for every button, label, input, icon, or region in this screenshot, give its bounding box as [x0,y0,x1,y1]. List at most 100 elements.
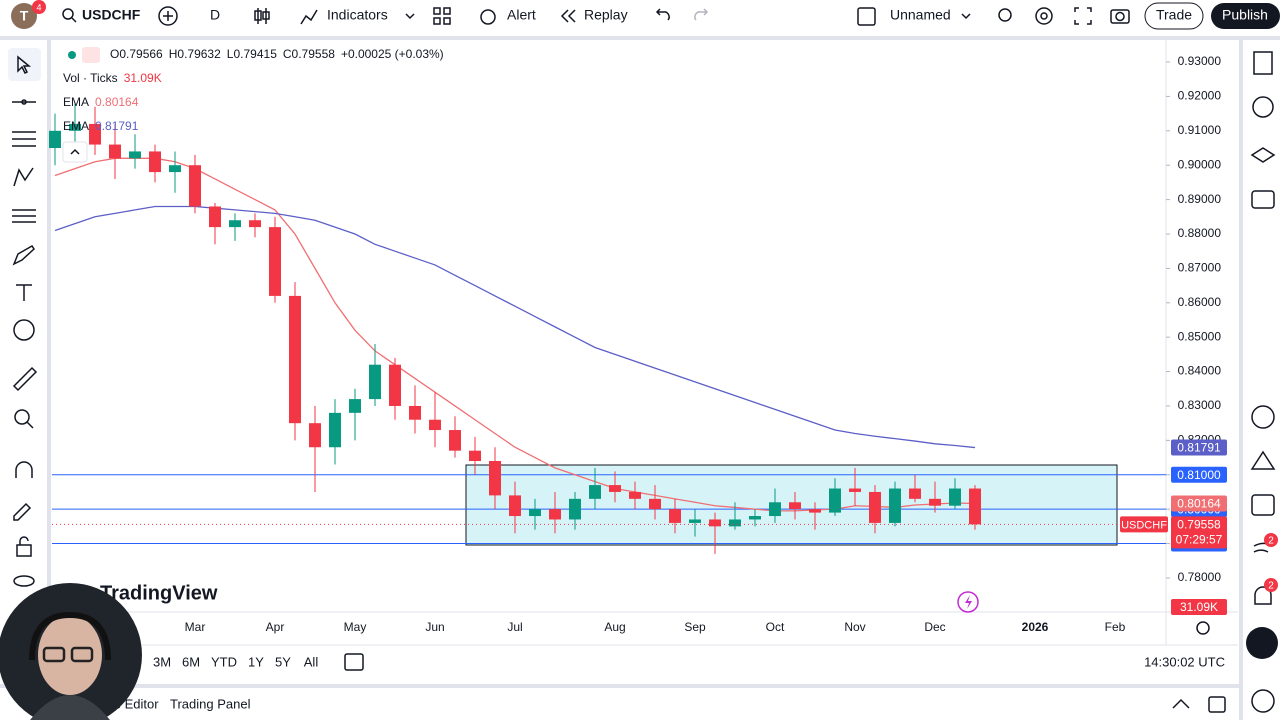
candle-body [369,364,381,400]
event-icon [965,595,972,609]
x-tick-label: 2026 [1022,620,1049,634]
alerts-panel[interactable] [1252,96,1274,118]
badge-count: 4 [36,2,41,12]
candle-body [829,488,841,513]
collapse-icon [70,148,80,155]
change: +0.00025 (+0.03%) [341,47,444,61]
event-icon[interactable] [957,591,979,613]
ema-line [54,157,976,512]
collapse-legend[interactable] [62,141,88,163]
data-window[interactable] [1250,147,1276,163]
magnet-tool[interactable] [15,461,33,478]
x-tick-label: Nov [844,620,865,634]
calendar[interactable] [1250,450,1276,470]
plot: 0.93000 0.92000 0.91000 0.90000 0.89000 0.880… [49,54,1227,634]
range-button[interactable]: 6M [182,654,200,669]
pattern-tool[interactable] [13,167,34,187]
dropdown[interactable] [961,13,971,20]
publish-button[interactable] [1211,3,1280,29]
layout-name[interactable]: Unnamed [890,7,951,23]
x-tick-label: Feb [1105,620,1126,634]
layout-checkbox[interactable] [857,7,876,26]
x-tick-label: Jun [425,620,444,634]
events[interactable] [1251,494,1275,516]
x-tick-label: Oct [766,620,785,634]
trade-button[interactable] [1144,2,1204,30]
replay[interactable]: Replay [584,7,628,23]
range-button[interactable]: YTD [211,654,237,669]
prediction-tool[interactable] [12,209,36,223]
indicators[interactable]: Indicators [327,7,388,23]
ohlc-label: L [227,47,234,61]
lock-tool [19,536,29,545]
redo[interactable] [694,8,709,21]
candle-body [209,206,221,228]
range-button[interactable]: 3M [153,654,171,669]
snapshot[interactable] [1110,9,1130,24]
add-symbol [163,11,173,21]
range-button[interactable]: 5Y [275,654,291,669]
volume-badge-label: 31.09K [1180,600,1218,614]
candle-body [89,123,101,145]
watchlist[interactable] [1253,51,1273,75]
date-range[interactable] [344,653,364,671]
interval[interactable]: D [210,7,220,23]
ohlc-value: 0.79558 [292,47,336,61]
templates [433,17,441,25]
quick-search[interactable] [998,8,1012,22]
y-tick-label: 0.88000 [1178,226,1222,240]
range-bar: 3M 6M YTD 1Y 5Y All [153,654,318,669]
fullscreen[interactable] [1074,7,1092,25]
notifications[interactable] [1254,586,1272,605]
panel-tab[interactable]: Trading Panel [170,696,251,711]
countdown: 07:29:57 [1176,533,1223,547]
y-tick-label: 0.87000 [1178,261,1222,275]
lock-drawing[interactable] [13,502,32,521]
line-tool [21,99,27,105]
alert-icon [480,9,496,25]
y-tick-label: 0.78000 [1178,570,1222,584]
dropdown[interactable] [405,13,415,20]
alert[interactable]: Alert [507,7,536,23]
hide-tool[interactable] [13,575,35,587]
symbol[interactable]: USDCHF [82,7,141,23]
expand-panel[interactable] [1172,698,1190,709]
brush-tool[interactable] [12,245,35,266]
ruler-tool[interactable] [12,366,38,392]
cursor-icon [17,55,32,75]
candle-body [689,519,701,523]
templates [443,17,451,25]
zoom-tool[interactable] [14,409,30,425]
text-tool[interactable] [16,284,32,301]
chats[interactable] [1251,190,1275,209]
candle-body [949,488,961,506]
settings[interactable] [1035,7,1053,25]
templates[interactable] [433,7,441,15]
lock-tool[interactable] [16,544,32,557]
range-button[interactable]: 1Y [248,654,264,669]
y-tick-label: 0.86000 [1178,295,1222,309]
cursor-tool[interactable] [8,48,41,81]
webcam-glasses [42,646,66,663]
webcam-shoulders [30,695,110,720]
indicators-icon [300,9,318,25]
candle-body [269,227,281,296]
maximize-panel[interactable] [1208,696,1226,713]
undo[interactable] [655,8,670,21]
help[interactable] [1251,689,1275,713]
hotlists[interactable] [1251,405,1275,429]
ema-badge-label: 0.81791 [1177,441,1221,455]
candle-body [609,485,621,492]
last-price-label: 0.79558 [1177,518,1221,532]
fib-tool[interactable] [12,131,36,147]
range-button[interactable]: All [304,654,319,669]
ema-badge-label: 0.80164 [1177,497,1221,511]
candle-body [729,519,741,527]
x-tick-label: Sep [684,620,706,634]
avatar[interactable] [11,3,37,29]
add-symbol[interactable] [158,6,178,26]
products[interactable] [1246,627,1278,659]
emoji-tool[interactable] [13,319,35,341]
x-tick-label: Jul [507,620,522,634]
axis-settings[interactable] [1196,621,1210,635]
